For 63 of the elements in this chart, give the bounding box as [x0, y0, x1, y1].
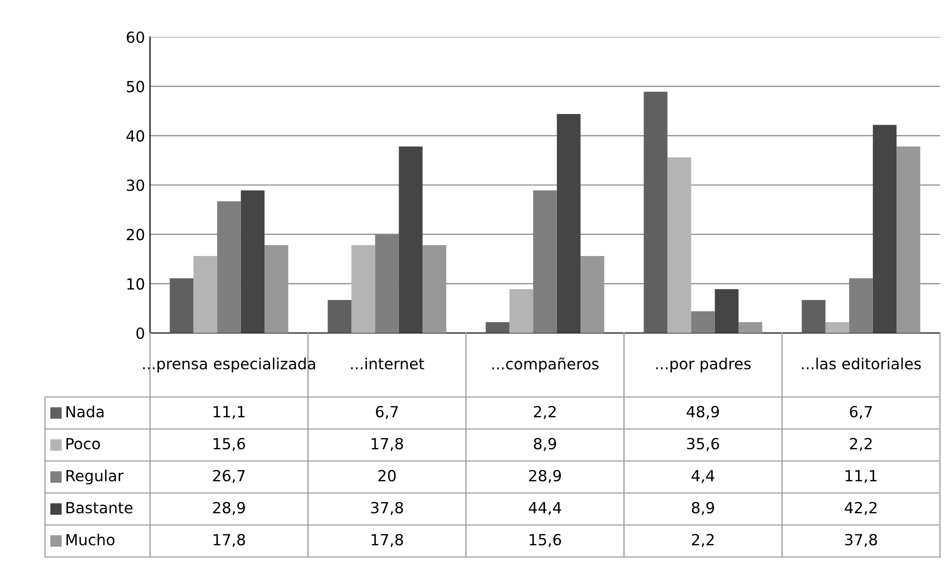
data-label: 26,7 [213, 470, 245, 483]
data-label: 11,1 [846, 470, 877, 483]
data-label: 17,8 [372, 438, 403, 451]
legend-label: Nada [66, 406, 104, 418]
y-tick-label: 50 [126, 80, 144, 92]
bar [738, 322, 762, 333]
bar [240, 190, 265, 333]
bar [398, 146, 423, 333]
bar [580, 256, 604, 333]
data-label: 11,1 [214, 406, 245, 419]
data-label: 2,2 [850, 438, 872, 451]
legend-label: Regular [66, 470, 124, 484]
data-label: 8,9 [534, 438, 556, 451]
data-label: 15,6 [530, 534, 562, 547]
bar [422, 245, 446, 333]
data-label: 42,2 [844, 502, 876, 515]
data-label: 44,4 [528, 502, 562, 515]
bar [644, 92, 668, 333]
y-tick-label: 30 [126, 179, 144, 192]
bar [486, 322, 510, 333]
x-tick-label: ...prensa especializada [143, 358, 316, 372]
data-label: 28,9 [213, 502, 245, 515]
data-label: 35,6 [687, 438, 720, 451]
x-tick-label: ...por padres [656, 358, 751, 372]
legend-label: Poco [66, 438, 100, 450]
x-tick-label: ...internet [351, 358, 424, 370]
bar [328, 300, 352, 333]
data-label: 17,8 [214, 534, 245, 547]
bar [802, 300, 826, 333]
legend-label: Mucho [66, 534, 114, 546]
y-tick-label: 60 [126, 31, 144, 44]
data-label: 2,2 [692, 534, 714, 547]
bar [509, 289, 534, 333]
bar [896, 146, 920, 333]
data-label: 37,8 [845, 534, 877, 547]
bar [264, 245, 288, 333]
x-tick-label: ...las editoriales [802, 358, 921, 370]
data-label: 48,9 [686, 406, 719, 419]
data-label: 37,8 [371, 502, 403, 515]
bar [193, 256, 218, 333]
bar [556, 114, 581, 333]
data-label: 6,7 [850, 406, 872, 419]
data-label: 4,4 [692, 470, 714, 483]
data-label: 15,6 [214, 438, 246, 451]
legend-label: Bastante [66, 502, 132, 514]
data-label: 20 [378, 470, 396, 482]
data-label: 8,9 [692, 502, 714, 515]
bar [872, 124, 897, 333]
data-label: 6,7 [376, 406, 398, 419]
bar [714, 289, 739, 333]
x-tick-label: ...compañeros [492, 357, 599, 373]
data-label: 2,2 [534, 406, 556, 419]
y-tick-label: 0 [136, 327, 144, 340]
bar [170, 278, 194, 333]
y-tick-label: 10 [127, 278, 144, 290]
bar [691, 311, 715, 333]
data-label: 28,9 [529, 470, 561, 483]
bar [825, 322, 850, 333]
bar [351, 245, 376, 333]
bar [667, 157, 692, 333]
y-tick-label: 40 [126, 130, 144, 142]
y-tick-label: 20 [126, 228, 144, 240]
data-label: 17,8 [372, 534, 403, 547]
